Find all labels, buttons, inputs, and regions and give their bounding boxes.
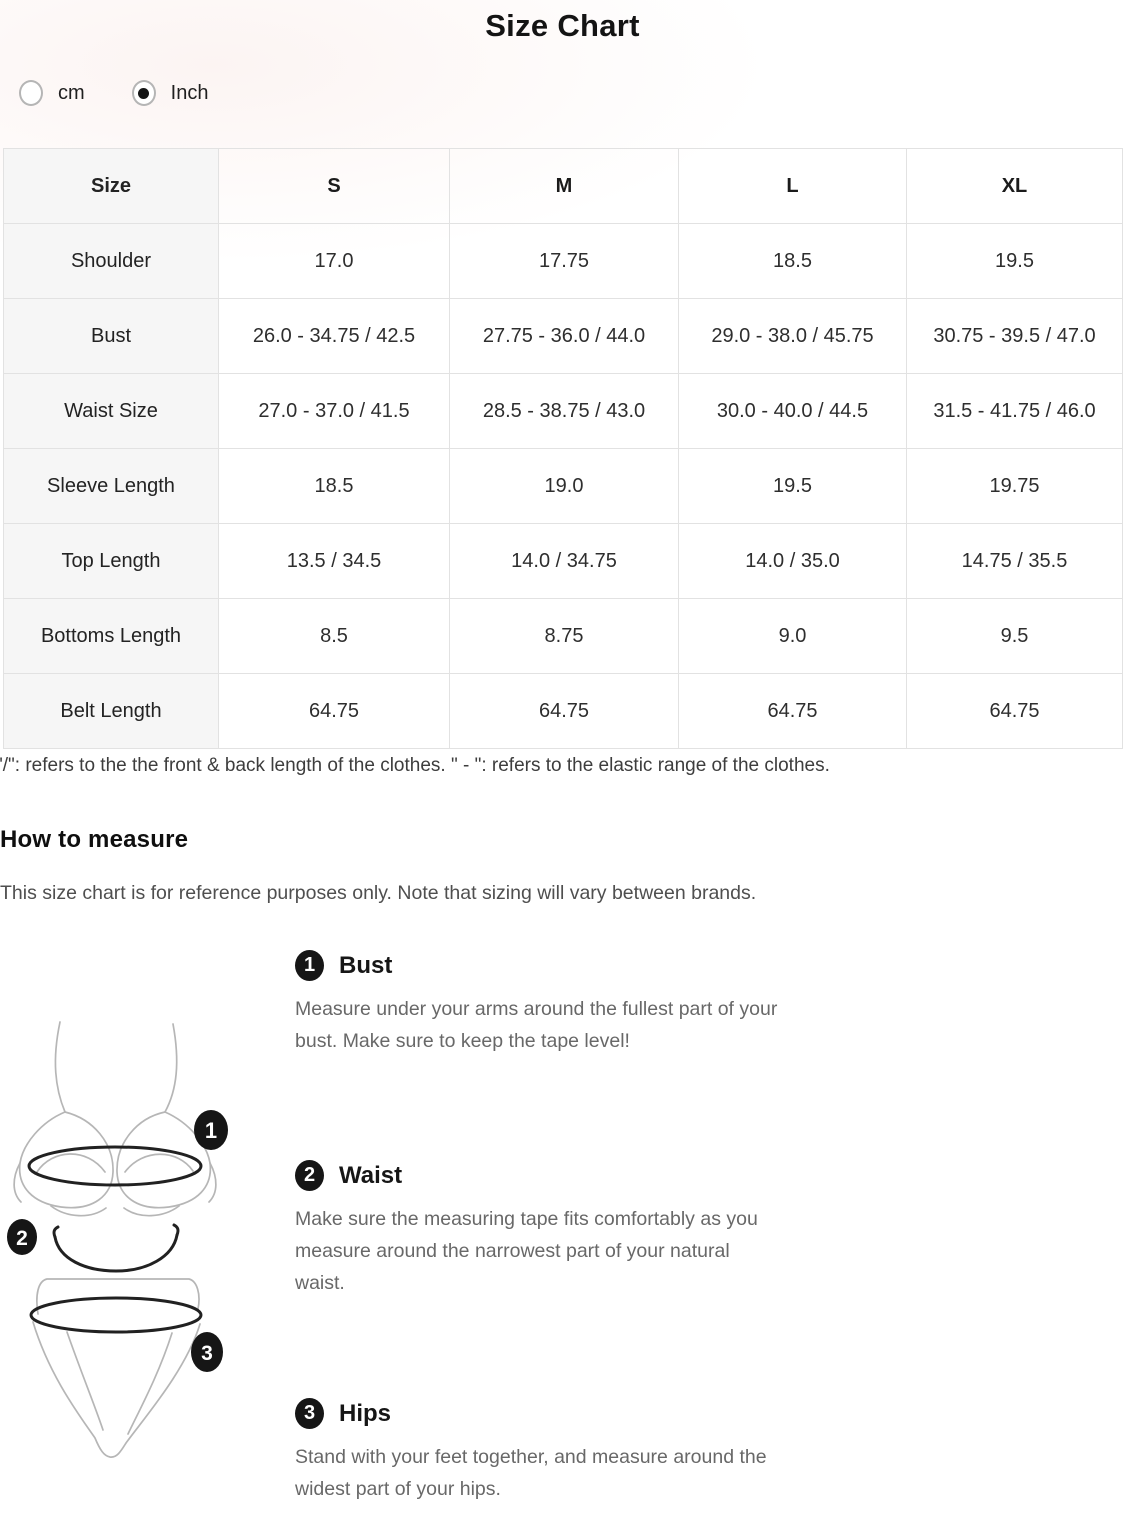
size-value-cell: 18.5 (218, 448, 450, 524)
size-value-cell: 14.75 / 35.5 (906, 523, 1123, 599)
row-label: Belt Length (3, 673, 219, 749)
size-value-cell: 8.5 (218, 598, 450, 674)
unit-cm-label: cm (58, 81, 85, 104)
table-row: Waist Size 27.0 - 37.0 / 41.5 28.5 - 38.… (3, 373, 1123, 449)
bust-tape-icon (27, 1145, 203, 1187)
size-value-cell: 14.0 / 34.75 (449, 523, 679, 599)
table-row: Belt Length 64.75 64.75 64.75 64.75 (3, 673, 1123, 749)
radio-dot-icon (138, 87, 150, 99)
unit-inch-label: Inch (170, 81, 209, 104)
row-label: Bust (3, 298, 219, 374)
size-value-cell: 29.0 - 38.0 / 45.75 (678, 298, 907, 374)
row-label: Shoulder (3, 223, 219, 299)
step-number-badge: 3 (295, 1398, 324, 1429)
row-label: Waist Size (3, 373, 219, 449)
step-description: Measure under your arms around the fulle… (295, 998, 778, 1052)
radio-unselected-icon[interactable] (19, 80, 43, 106)
figure-marker-2: 2 (7, 1219, 37, 1255)
size-value-cell: 14.0 / 35.0 (678, 523, 907, 599)
size-value-cell: 28.5 - 38.75 / 43.0 (449, 373, 679, 449)
figure-marker-3: 3 (191, 1332, 223, 1372)
size-table: Size S M L XL Shoulder 17.0 17.75 18.5 1… (3, 148, 1123, 749)
figure-marker-3-number: 3 (201, 1342, 213, 1365)
how-to-measure-intro: This size chart is for reference purpose… (0, 882, 757, 904)
radio-selected-icon[interactable] (131, 80, 156, 106)
table-row: Bottoms Length 8.5 8.75 9.0 9.5 (3, 598, 1123, 674)
table-row: Sleeve Length 18.5 19.0 19.5 19.75 (3, 448, 1123, 524)
waist-tape-icon (52, 1223, 180, 1273)
unit-option-inch[interactable]: Inch (131, 80, 209, 106)
size-value-cell: 27.0 - 37.0 / 41.5 (218, 373, 450, 449)
column-header-s: S (218, 148, 450, 224)
size-value-cell: 26.0 - 34.75 / 42.5 (218, 298, 450, 374)
step-header: 1 Bust (295, 950, 781, 981)
table-row: Shoulder 17.0 17.75 18.5 19.5 (3, 223, 1123, 299)
step-title: Hips (339, 1399, 392, 1427)
size-value-cell: 19.5 (906, 223, 1123, 299)
unit-option-cm[interactable]: cm (19, 80, 85, 106)
column-header-xl: XL (906, 148, 1123, 224)
table-row: Top Length 13.5 / 34.5 14.0 / 34.75 14.0… (3, 523, 1123, 599)
figure-marker-1-number: 1 (205, 1118, 217, 1143)
size-value-cell: 18.5 (678, 223, 907, 299)
size-value-cell: 19.75 (906, 448, 1123, 524)
size-value-cell: 64.75 (449, 673, 679, 749)
size-value-cell: 64.75 (678, 673, 907, 749)
size-value-cell: 30.75 - 39.5 / 47.0 (906, 298, 1123, 374)
size-value-cell: 30.0 - 40.0 / 44.5 (678, 373, 907, 449)
bottoms-outline (32, 1278, 201, 1458)
table-header-row: Size S M L XL (3, 148, 1123, 224)
row-label: Sleeve Length (3, 448, 219, 524)
step-description: Stand with your feet together, and measu… (295, 1446, 767, 1500)
size-value-cell: 31.5 - 41.75 / 46.0 (906, 373, 1123, 449)
size-value-cell: 13.5 / 34.5 (218, 523, 450, 599)
step-number-badge: 1 (295, 950, 324, 981)
step-header: 2 Waist (295, 1160, 781, 1191)
size-value-cell: 19.0 (449, 448, 679, 524)
size-value-cell: 9.5 (906, 598, 1123, 674)
column-header-l: L (678, 148, 907, 224)
column-header-size: Size (3, 148, 219, 224)
page-title: Size Chart (485, 8, 640, 43)
figure-marker-2-number: 2 (16, 1227, 28, 1250)
step-title: Waist (339, 1161, 403, 1189)
size-value-cell: 8.75 (449, 598, 679, 674)
size-value-cell: 64.75 (906, 673, 1123, 749)
measure-step-waist: 2 Waist Make sure the measuring tape fit… (295, 1160, 781, 1299)
step-header: 3 Hips (295, 1398, 781, 1429)
table-footnote: "/": refers to the the front & back leng… (0, 755, 830, 776)
table-row: Bust 26.0 - 34.75 / 42.5 27.75 - 36.0 / … (3, 298, 1123, 374)
size-value-cell: 27.75 - 36.0 / 44.0 (449, 298, 679, 374)
measure-step-bust: 1 Bust Measure under your arms around th… (295, 950, 781, 1057)
step-title: Bust (339, 951, 393, 979)
hips-tape-icon (29, 1296, 203, 1334)
size-value-cell: 64.75 (218, 673, 450, 749)
figure-marker-1: 1 (194, 1110, 228, 1150)
row-label: Bottoms Length (3, 598, 219, 674)
measure-step-hips: 3 Hips Stand with your feet together, an… (295, 1398, 781, 1505)
measurement-figure-illustration: 1 2 3 (5, 1000, 265, 1520)
column-header-m: M (449, 148, 679, 224)
body-outline-drawing: 1 2 3 (7, 1021, 228, 1458)
row-label: Top Length (3, 523, 219, 599)
bra-outline (13, 1021, 217, 1217)
size-value-cell: 17.0 (218, 223, 450, 299)
size-value-cell: 19.5 (678, 448, 907, 524)
how-to-measure-heading: How to measure (0, 826, 189, 853)
size-value-cell: 9.0 (678, 598, 907, 674)
size-value-cell: 17.75 (449, 223, 679, 299)
unit-toggle: cm Inch (19, 80, 208, 106)
step-number-badge: 2 (295, 1160, 324, 1191)
step-description: Make sure the measuring tape fits comfor… (295, 1208, 758, 1294)
